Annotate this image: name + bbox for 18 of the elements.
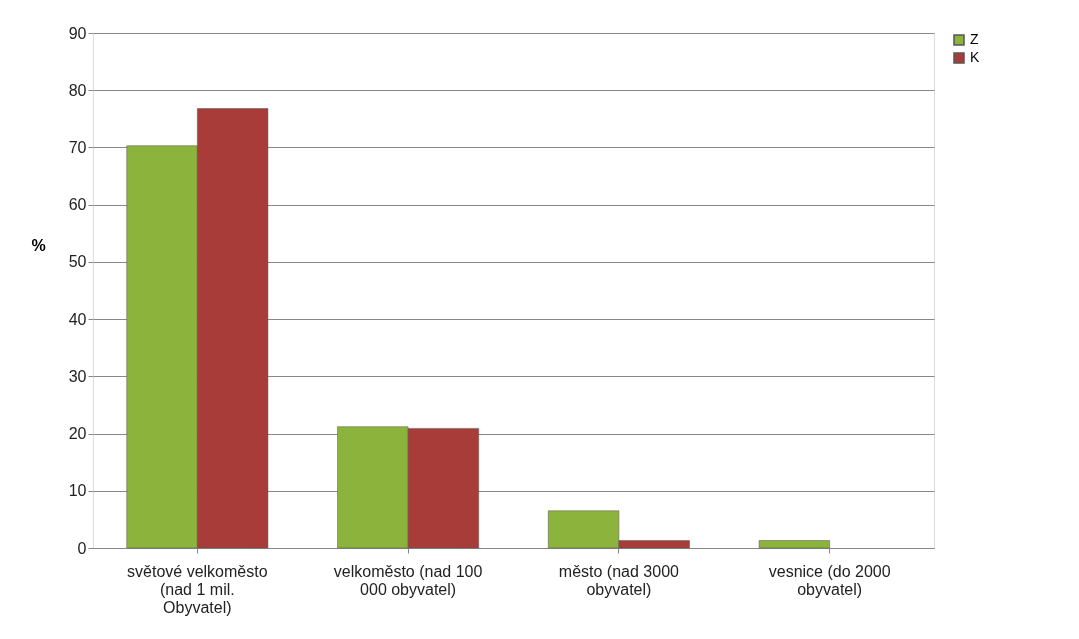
x-tick-label: vesnice (do 2000 obyvatel) xyxy=(768,562,891,598)
y-tick-label: 10 xyxy=(68,482,87,500)
y-tick-label: 30 xyxy=(68,367,87,385)
y-tick-label: 20 xyxy=(68,425,87,443)
y-tick-label: 90 xyxy=(68,24,87,42)
y-tick-label: 0 xyxy=(77,539,87,557)
y-tick-label: 40 xyxy=(68,310,87,328)
legend-label: Z xyxy=(970,31,979,47)
y-tick-label: 80 xyxy=(68,81,87,99)
y-tick-label: 50 xyxy=(68,253,87,271)
y-tick-label: 70 xyxy=(68,138,87,156)
y-tick-label: 60 xyxy=(68,196,87,214)
legend-label: K xyxy=(970,49,980,65)
bar xyxy=(758,540,830,549)
x-tick-label: město (nad 3000 obyvatel) xyxy=(558,562,680,598)
y-axis-title: % xyxy=(31,236,46,254)
x-tick-label: velkoměsto (nad 100 000 obyvatel) xyxy=(333,562,483,598)
x-tick-label: světové velkoměsto (nad 1 mil. Obyvatel) xyxy=(127,562,268,616)
